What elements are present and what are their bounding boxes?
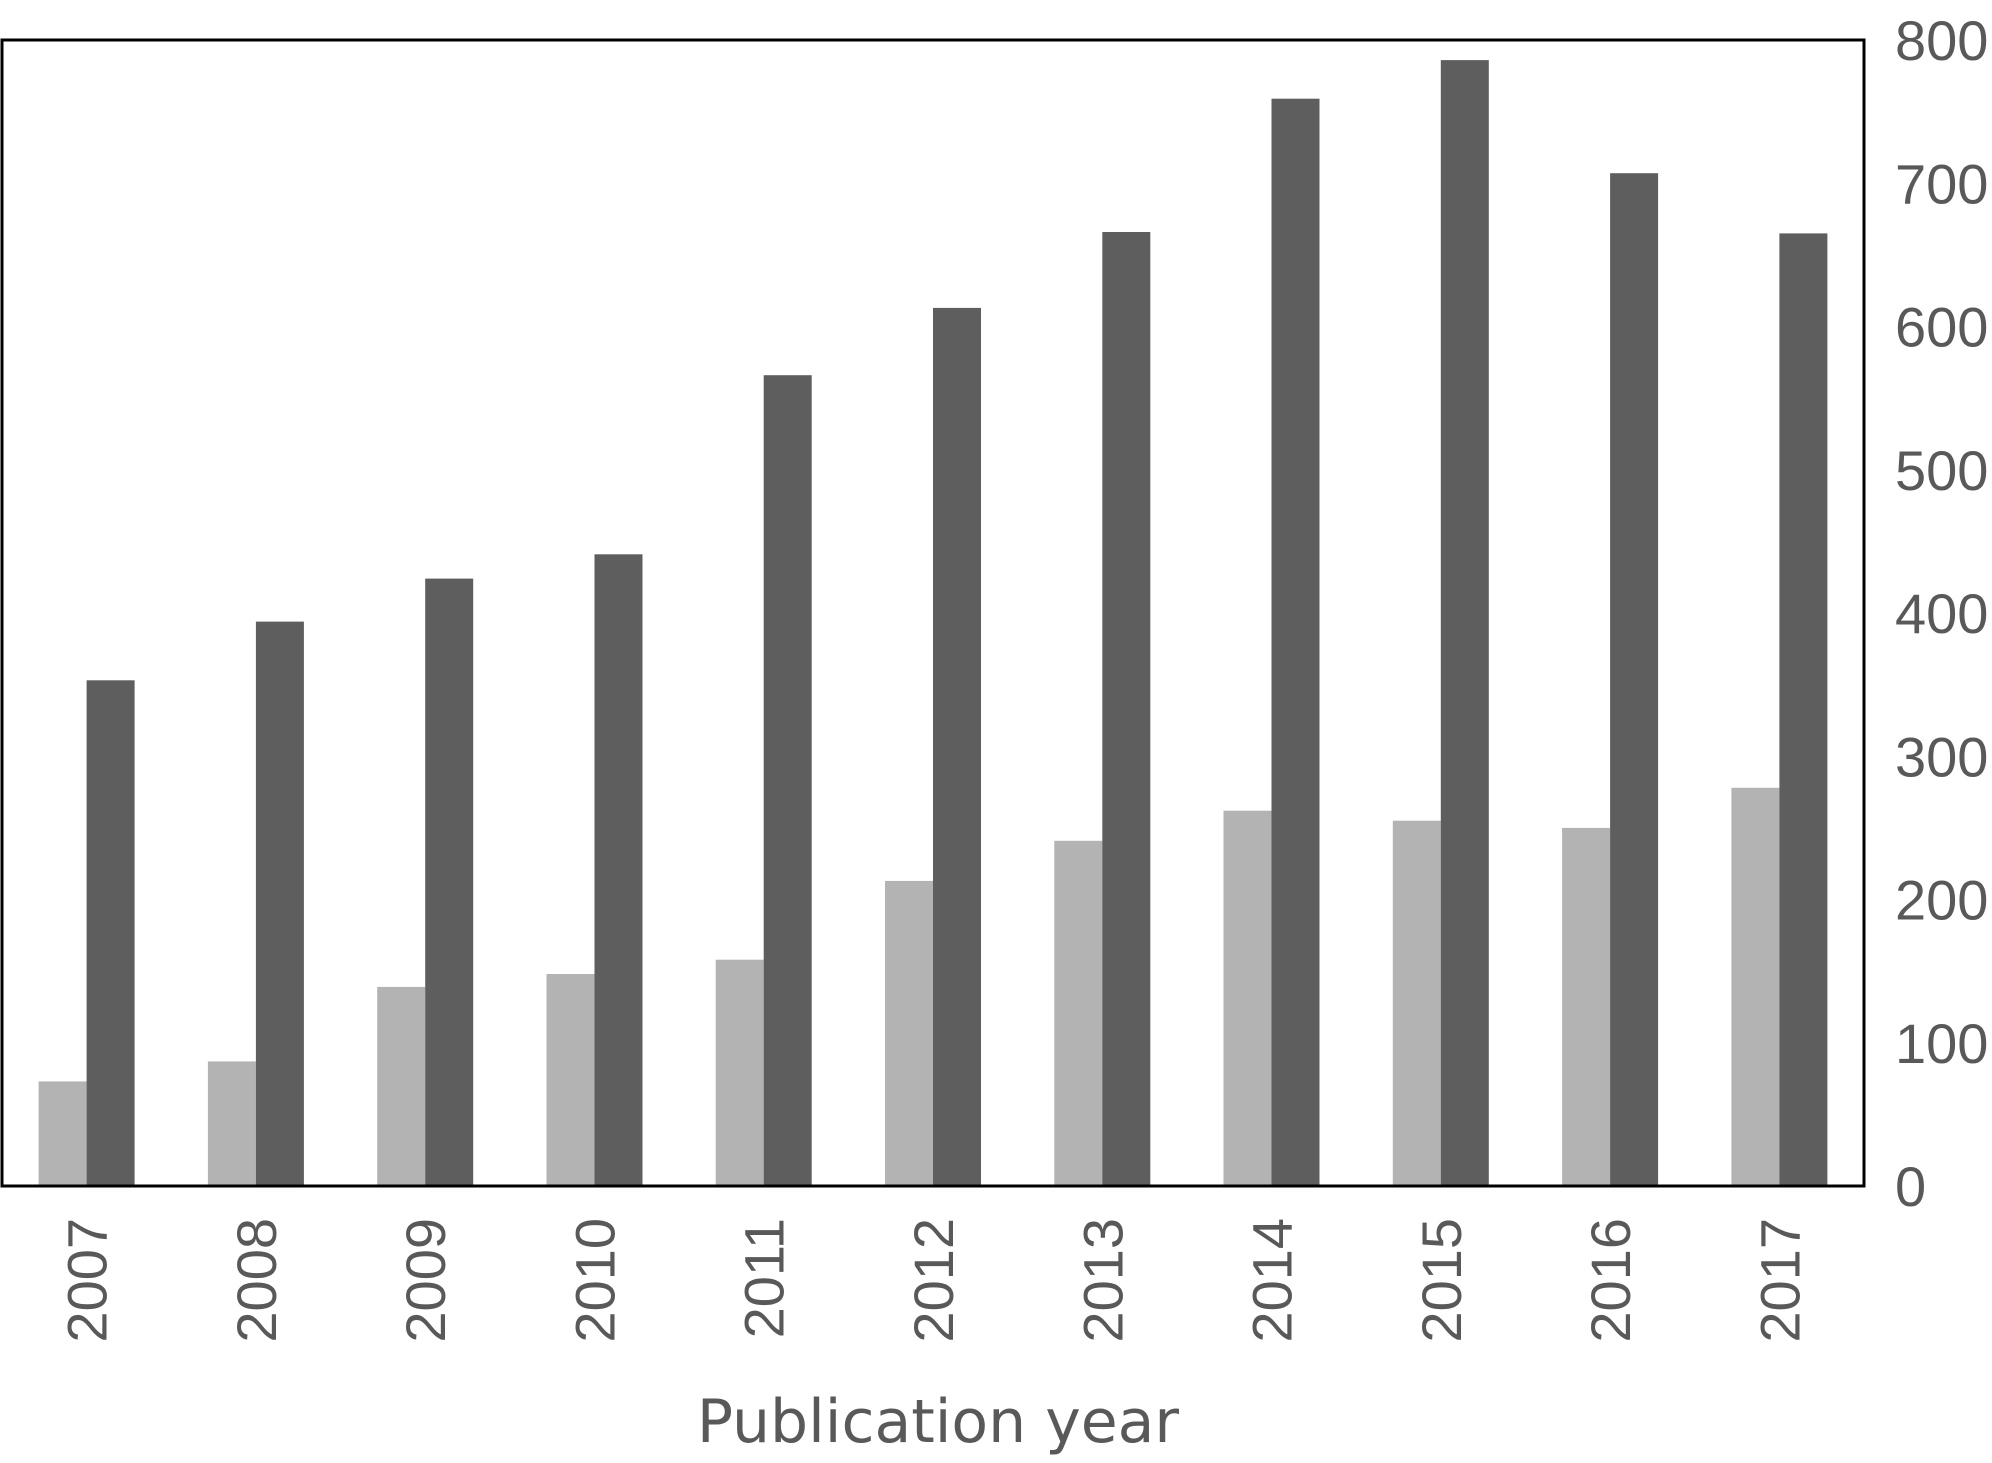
bar-series1-2016 <box>1562 827 1611 1186</box>
bar-series2-2016 <box>1610 173 1659 1186</box>
y-tick-label: 300 <box>1895 725 1988 788</box>
plot-frame <box>0 38 1866 1188</box>
x-tick-label: 2007 <box>56 1218 119 1343</box>
bar-series2-2017 <box>1779 233 1828 1186</box>
x-tick-label: 2010 <box>564 1218 627 1343</box>
x-axis-ticks: 2007 2008 2009 2010 2011 2012 2013 2014 2015 2016… <box>56 1218 1812 1343</box>
bar-series1-2010 <box>546 974 595 1186</box>
bar-series1-2008 <box>207 1061 256 1186</box>
bar-series1-2014 <box>1223 810 1272 1186</box>
y-tick-label: 0 <box>1895 1155 1926 1218</box>
bars-layer <box>38 60 1828 1187</box>
y-tick-label: 500 <box>1895 439 1988 502</box>
x-tick-label: 2013 <box>1071 1218 1134 1343</box>
x-tick-label: 2012 <box>902 1218 965 1343</box>
x-tick-label: 2009 <box>394 1218 457 1343</box>
bar-series1-2017 <box>1731 787 1780 1186</box>
y-tick-label: 100 <box>1895 1012 1988 1075</box>
bar-series2-2011 <box>763 375 812 1186</box>
y-tick-label: 400 <box>1895 582 1988 645</box>
bar-series2-2007 <box>86 680 135 1186</box>
bar-series1-2015 <box>1392 820 1441 1186</box>
bar-series2-2010 <box>594 554 643 1186</box>
y-tick-label: 200 <box>1895 869 1988 932</box>
bar-series1-2011 <box>715 959 764 1186</box>
bar-series2-2013 <box>1102 232 1151 1186</box>
x-tick-label: 2008 <box>225 1218 288 1343</box>
bar-series2-2015 <box>1440 60 1489 1187</box>
x-tick-label: 2015 <box>1410 1218 1473 1343</box>
y-tick-label: 600 <box>1895 296 1988 359</box>
bar-series1-2009 <box>377 986 426 1186</box>
y-tick-label: 700 <box>1895 152 1988 215</box>
x-tick-label: 2017 <box>1748 1218 1811 1343</box>
bar-series1-2007 <box>38 1081 87 1186</box>
x-tick-label: 2016 <box>1579 1218 1642 1343</box>
bar-series1-2012 <box>885 880 933 1186</box>
bar-series2-2012 <box>933 307 981 1186</box>
bar-series1-2013 <box>1054 840 1103 1186</box>
bar-series2-2009 <box>425 578 474 1186</box>
x-tick-label: 2014 <box>1241 1218 1304 1343</box>
x-tick-label: 2011 <box>733 1218 796 1338</box>
x-axis-title: Publication year <box>697 1387 1180 1457</box>
y-axis-ticks: 0 100 200 300 400 500 600 700 800 <box>1895 9 1988 1218</box>
bar-series2-2008 <box>255 621 304 1186</box>
y-tick-label: 800 <box>1895 9 1988 72</box>
bar-series2-2014 <box>1271 98 1320 1187</box>
